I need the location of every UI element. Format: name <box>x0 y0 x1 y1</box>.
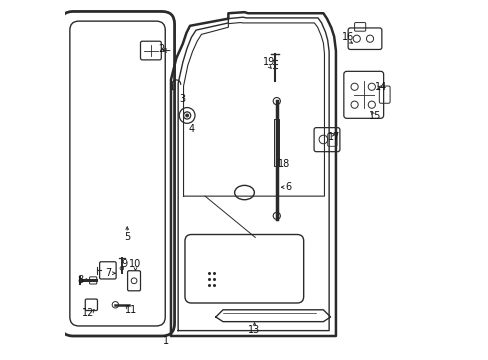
Text: 2: 2 <box>158 44 164 54</box>
Text: 12: 12 <box>81 309 94 318</box>
Text: 11: 11 <box>124 305 137 315</box>
Text: 17: 17 <box>327 132 340 142</box>
Text: 4: 4 <box>188 124 194 134</box>
Text: 7: 7 <box>105 268 111 278</box>
Text: 18: 18 <box>277 159 289 169</box>
Bar <box>274 119 279 166</box>
Text: 1: 1 <box>163 336 169 346</box>
Text: 14: 14 <box>375 82 387 93</box>
Text: 8: 8 <box>77 275 83 285</box>
Text: 19: 19 <box>262 57 274 67</box>
Text: 16: 16 <box>342 32 354 42</box>
Text: 6: 6 <box>285 182 291 192</box>
Text: 13: 13 <box>248 325 260 335</box>
Text: 5: 5 <box>124 232 130 242</box>
Text: 10: 10 <box>129 259 142 269</box>
Text: 3: 3 <box>180 94 185 104</box>
Text: 9: 9 <box>121 259 127 269</box>
Circle shape <box>185 114 188 117</box>
Text: 15: 15 <box>368 111 381 121</box>
